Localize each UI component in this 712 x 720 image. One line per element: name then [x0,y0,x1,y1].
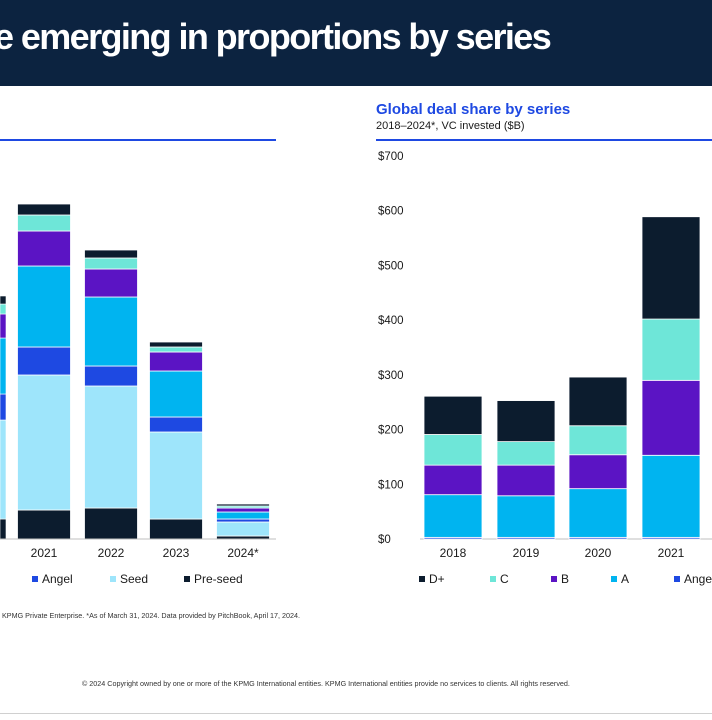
bar-c-2019 [497,442,555,466]
bar-b-2020 [569,455,627,489]
bar-d-2021 [642,217,700,319]
bar-b-2019 [497,465,555,496]
y-tick-label-500: $500 [378,260,404,272]
legend-swatch-c [490,576,496,582]
bar-b-2018 [424,465,482,495]
bar-c-2018 [424,434,482,465]
y-tick-label-300: $300 [378,370,404,382]
legend-label-a: A [621,572,629,586]
y-tick-label-0: $0 [378,534,391,546]
x-tick-label-2021: 2021 [658,546,685,560]
y-tick-label-100: $100 [378,479,404,491]
bar-d-2019 [497,401,555,442]
source-note: , KPMG Private Enterprise. *As of March … [0,611,300,620]
bar-a-2019 [497,496,555,538]
legend-label-b: B [561,572,569,586]
bar-d-2020 [569,377,627,426]
bar-a-2021 [642,455,700,537]
legend-swatch-angel [674,576,680,582]
copyright-note: © 2024 Copyright owned by one or more of… [82,679,570,688]
bottom-divider [0,713,712,714]
bar-a-2020 [569,489,627,538]
x-tick-label-2019: 2019 [513,546,540,560]
bar-d-2018 [424,396,482,434]
bar-c-2020 [569,426,627,455]
legend-label-d: D+ [429,572,445,586]
legend-label-angel: Angel [684,572,712,586]
legend-swatch-a [611,576,617,582]
bar-a-2018 [424,495,482,538]
y-tick-label-400: $400 [378,315,404,327]
x-tick-label-2018: 2018 [440,546,467,560]
bar-c-2021 [642,319,700,380]
x-tick-label-2020: 2020 [585,546,612,560]
y-tick-label-600: $600 [378,206,404,218]
legend-label-c: C [500,572,509,586]
y-tick-label-700: $700 [378,151,404,163]
legend-swatch-d [419,576,425,582]
legend-swatch-b [551,576,557,582]
y-tick-label-200: $200 [378,425,404,437]
bar-b-2021 [642,380,700,455]
